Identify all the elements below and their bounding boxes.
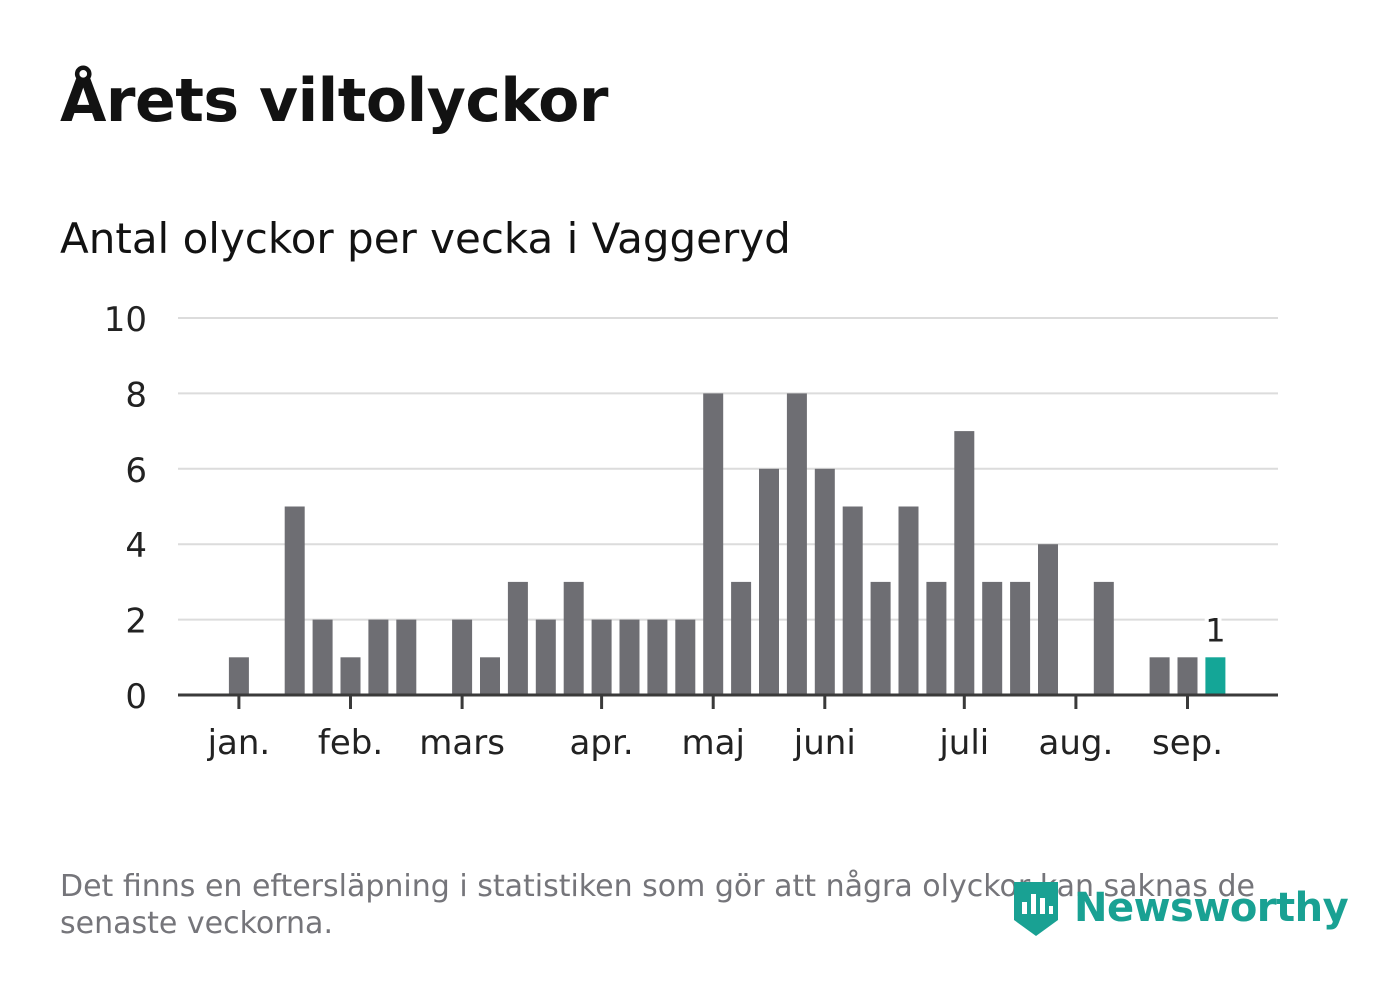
- y-tick-label: 4: [125, 526, 147, 566]
- chart-subtitle: Antal olyckor per vecka i Vaggeryd: [60, 214, 791, 263]
- bar: [284, 506, 305, 695]
- grid-lines: [178, 317, 1278, 621]
- bar: [759, 468, 779, 695]
- chart-title: Årets viltolyckor: [60, 66, 609, 136]
- x-tick-label: juli: [938, 723, 989, 763]
- bar: [368, 619, 389, 695]
- data-labels: 1: [1201, 607, 1229, 653]
- bar: [982, 581, 1003, 695]
- y-tick-label: 10: [104, 300, 147, 340]
- x-tick-label: apr.: [570, 723, 634, 763]
- bar: [1093, 581, 1114, 695]
- y-tick-label: 6: [125, 451, 147, 491]
- bar: [535, 619, 556, 695]
- bar: [480, 657, 500, 695]
- bar: [396, 619, 417, 695]
- bar: [731, 581, 752, 695]
- bar: [647, 619, 668, 695]
- x-axis: jan. feb. mars apr. maj juni juli aug. sep.: [178, 693, 1278, 763]
- bar: [312, 619, 333, 695]
- x-tick-label: aug.: [1039, 723, 1114, 763]
- bar: [870, 581, 891, 695]
- bar: [814, 468, 835, 695]
- bar-highlighted: [1205, 657, 1226, 695]
- x-tick-label: jan.: [207, 723, 271, 763]
- x-tick-label: juni: [793, 723, 856, 763]
- bar: [954, 431, 975, 695]
- bar: [926, 581, 947, 695]
- bar: [228, 657, 249, 695]
- bar: [1177, 657, 1198, 695]
- x-tick-label: feb.: [318, 723, 383, 763]
- y-tick-label: 0: [125, 677, 147, 717]
- x-tick-label: maj: [681, 723, 744, 763]
- highlight-value-label: 1: [1205, 611, 1225, 649]
- y-axis-ticks: 0 2 4 6 8 10: [104, 300, 147, 717]
- bar: [452, 619, 473, 695]
- bar: [340, 657, 361, 695]
- bar: [703, 393, 724, 695]
- x-tick-label: sep.: [1152, 723, 1223, 763]
- bar: [675, 619, 696, 695]
- bar: [842, 506, 863, 695]
- bar: [1149, 657, 1170, 695]
- newsworthy-logo: Newsworthy: [1010, 876, 1349, 940]
- bar: [1010, 581, 1031, 695]
- x-tick-label: mars: [419, 723, 505, 763]
- bar: [507, 581, 528, 695]
- bar: [786, 393, 807, 695]
- bars: [228, 393, 1226, 695]
- bar: [591, 619, 612, 695]
- y-tick-label: 2: [125, 602, 147, 642]
- bar: [898, 506, 919, 695]
- bar: [1038, 544, 1058, 695]
- bar: [563, 581, 584, 695]
- newsworthy-logo-icon: [1014, 882, 1058, 936]
- bar: [619, 619, 640, 695]
- newsworthy-logo-text: Newsworthy: [1074, 885, 1349, 931]
- y-tick-label: 8: [125, 375, 147, 415]
